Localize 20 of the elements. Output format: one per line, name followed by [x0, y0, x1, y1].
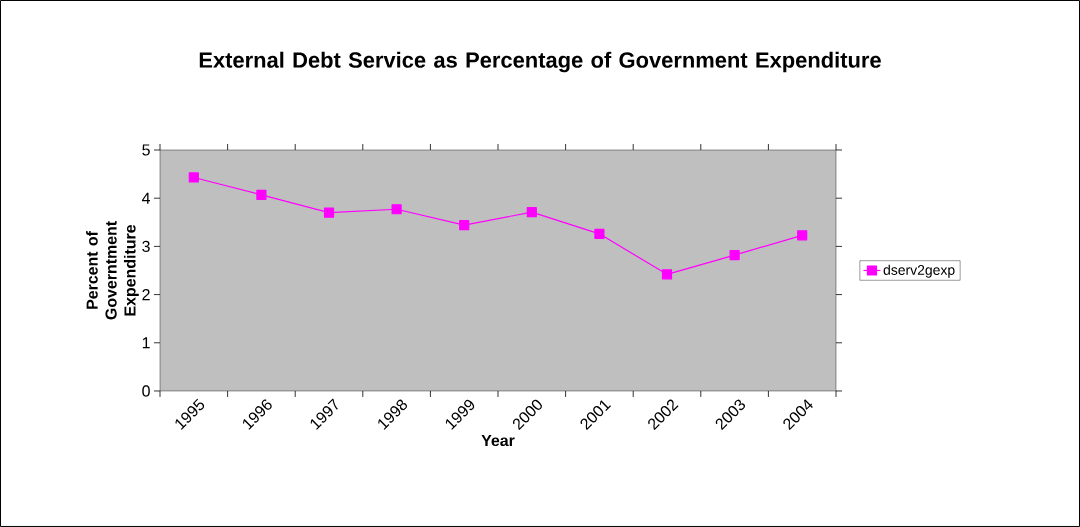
chart-title: External Debt Service as Percentage of Government Expenditure	[199, 51, 881, 73]
legend-label: dserv2gexp	[883, 264, 955, 278]
y-axis-title: Percent of Governtment Expenditure	[86, 221, 139, 320]
y-tick-label: 4	[141, 192, 151, 204]
point	[391, 204, 402, 215]
y-tick-label: 2	[142, 289, 150, 301]
y-tick-label: 3	[142, 240, 150, 253]
point	[256, 189, 267, 200]
point	[661, 269, 673, 280]
point	[526, 207, 537, 218]
point	[188, 172, 199, 183]
point	[729, 249, 740, 261]
point	[594, 228, 605, 239]
y-tick-label: 1	[142, 337, 150, 349]
point	[323, 207, 335, 218]
point	[797, 230, 808, 241]
point	[459, 220, 470, 231]
y-tick-label: 0	[142, 385, 150, 397]
y-tick-label: 5	[142, 144, 150, 156]
x-axis-title: Year	[481, 434, 515, 447]
